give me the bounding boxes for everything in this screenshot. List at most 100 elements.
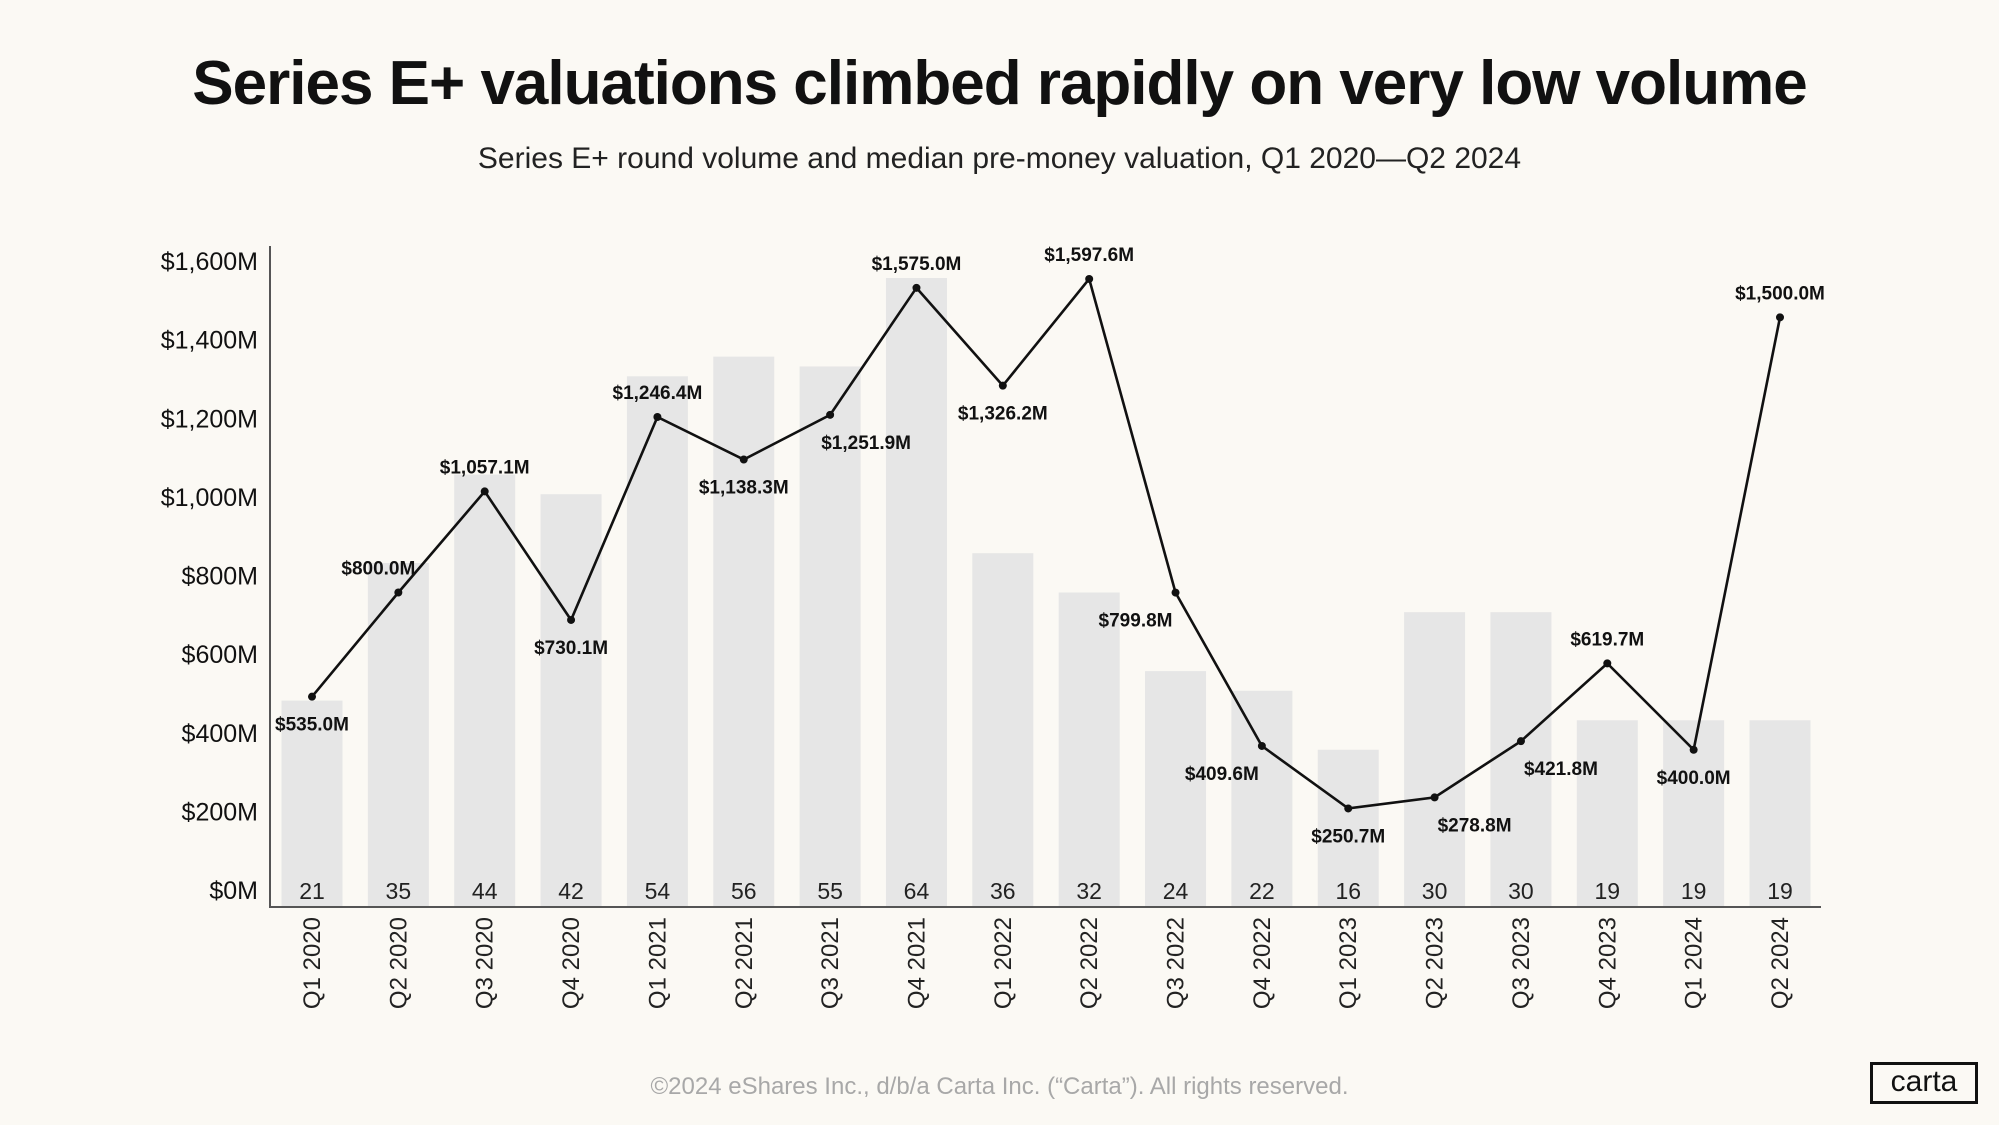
volume-bar [1058,592,1120,907]
volume-label: 32 [1076,878,1102,904]
valuation-point [739,455,748,464]
valuation-label: $730.1M [534,638,608,659]
y-tick-label: $0M [209,877,258,905]
x-tick-label: Q1 2020 [299,917,326,1009]
x-tick-label: Q2 2024 [1767,917,1794,1009]
valuation-label: $1,057.1M [440,457,530,478]
valuation-line [310,276,1782,810]
volume-label: 54 [645,878,671,904]
valuation-point [480,487,489,496]
valuation-label: $278.8M [1438,815,1512,836]
valuation-label: $1,138.3M [699,478,789,499]
y-tick-label: $600M [182,641,258,669]
volume-bar [799,366,861,907]
y-tick-label: $400M [182,720,258,748]
valuation-point [1776,313,1784,322]
valuation-label: $1,500.0M [1735,283,1825,304]
volume-label: 19 [1594,878,1620,904]
valuation-point [1085,274,1094,283]
x-tick-label: Q4 2023 [1594,917,1621,1009]
volume-label: 55 [817,878,843,904]
volume-bar [713,356,775,907]
volume-bar [454,474,516,907]
volume-label: 44 [472,878,498,904]
valuation-label: $799.8M [1099,611,1173,632]
valuation-label: $800.0M [341,559,415,580]
volume-label: 30 [1422,878,1448,904]
x-tick-label: Q3 2023 [1508,917,1535,1009]
x-tick-label: Q2 2021 [731,917,758,1009]
valuation-point [1257,741,1266,750]
x-tick-label: Q1 2023 [1335,917,1362,1009]
valuation-label: $535.0M [275,715,349,736]
x-tick-label: Q3 2021 [817,917,844,1009]
x-tick-label: Q4 2022 [1249,917,1276,1009]
x-tick-label: Q4 2021 [903,917,930,1009]
valuation-point [1171,588,1180,597]
valuation-label: $619.7M [1570,629,1644,650]
valuation-label: $1,575.0M [872,254,962,275]
volume-bar [972,553,1034,907]
valuation-label: $1,597.6M [1044,245,1134,266]
x-tick-label: Q1 2021 [644,917,671,1009]
volume-bar [1576,720,1638,907]
volume-label: 64 [904,878,930,904]
volume-bar [1749,720,1811,907]
valuation-point [567,615,576,624]
y-tick-label: $800M [182,563,258,591]
volume-label: 21 [299,878,325,904]
volume-bar [367,563,429,907]
x-tick-label: Q1 2024 [1681,917,1708,1009]
volume-bar [1490,612,1552,907]
volume-label: 56 [731,878,757,904]
chart-title: Series E+ valuations climbed rapidly on … [192,49,1807,118]
y-tick-label: $1,400M [161,327,258,355]
valuation-label: $1,246.4M [613,383,703,404]
volume-bar [540,494,602,907]
x-tick-label: Q2 2020 [385,917,412,1009]
volume-bar [626,376,688,907]
volume-label: 30 [1508,878,1534,904]
valuation-point [308,692,316,701]
volume-label: 19 [1681,878,1707,904]
x-tick-label: Q3 2020 [472,917,499,1009]
volume-label: 16 [1335,878,1361,904]
valuation-label: $409.6M [1185,764,1259,785]
y-tick-label: $1,600M [161,248,258,276]
carta-logo: carta [1870,1062,1978,1104]
volume-bar [281,700,343,907]
volume-bar [885,278,947,907]
x-tick-label: Q3 2022 [1163,917,1190,1009]
valuation-point [1344,804,1353,813]
y-tick-label: $1,000M [161,484,258,512]
valuation-point [1689,745,1698,754]
volume-label: 22 [1249,878,1275,904]
volume-label: 19 [1767,878,1793,904]
valuation-point [998,381,1007,390]
valuation-point [1516,737,1525,746]
x-tick-label: Q2 2023 [1422,917,1449,1009]
x-tick-label: Q4 2020 [558,917,585,1009]
valuation-label: $421.8M [1524,759,1598,780]
valuation-point [394,588,403,597]
valuation-label: $250.7M [1311,826,1385,847]
volume-bar [1145,671,1207,907]
valuation-label: $400.0M [1657,768,1731,789]
chart-subtitle: Series E+ round volume and median pre-mo… [477,142,1522,175]
y-tick-label: $1,200M [161,405,258,433]
valuation-point [826,410,835,419]
copyright-footer: ©2024 eShares Inc., d/b/a Carta Inc. (“C… [650,1073,1349,1100]
volume-bar [1404,612,1466,907]
valuation-label: $1,251.9M [821,433,911,454]
x-tick-label: Q2 2022 [1076,917,1103,1009]
volume-bar [1231,690,1293,907]
volume-bar [1317,749,1379,907]
valuation-point [653,413,662,422]
valuation-point [912,283,921,292]
volume-label: 42 [558,878,584,904]
volume-label: 35 [386,878,412,904]
volume-label: 24 [1163,878,1189,904]
volume-label: 36 [990,878,1016,904]
x-tick-label: Q1 2022 [990,917,1017,1009]
